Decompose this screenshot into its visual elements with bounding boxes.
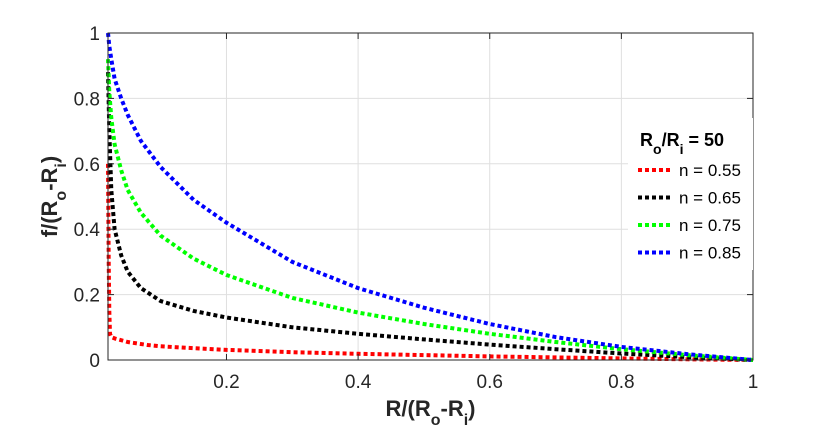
series-line-3 [106, 59, 754, 362]
x-axis-label: R/(Ro-Ri) [386, 396, 476, 428]
x-tick-label: 1 [748, 372, 759, 393]
y-tick-label: 0.2 [74, 286, 100, 307]
y-tick-label: 1 [89, 24, 100, 45]
legend-box [628, 118, 753, 270]
legend-label: n = 0.75 [679, 216, 741, 235]
y-tick-label: 0 [89, 351, 100, 372]
series-line-2 [106, 72, 754, 362]
legend-title: Ro/Ri = 50 [640, 130, 724, 157]
x-tick-label: 0.8 [608, 372, 634, 393]
x-tick-label: 0.2 [213, 372, 239, 393]
series-line-4 [106, 32, 754, 362]
x-axis-ticks: 0.2 0.4 0.6 0.8 1 [213, 33, 758, 393]
legend: Ro/Ri = 50 n = 0.55 n = 0.65 n = 0.75 n = 0.… [628, 118, 753, 270]
series-line-1 [106, 163, 754, 362]
y-tick-label: 0.8 [74, 89, 100, 110]
series-lines [106, 32, 754, 362]
legend-label: n = 0.55 [679, 161, 741, 180]
y-tick-label: 0.6 [74, 155, 100, 176]
x-tick-label: 0.6 [477, 372, 503, 393]
legend-label: n = 0.65 [679, 189, 741, 208]
legend-label: n = 0.85 [679, 244, 741, 263]
y-axis-label: f/(Ro-Ri) [37, 156, 70, 237]
x-tick-label: 0.4 [345, 372, 372, 393]
y-tick-label: 0.4 [74, 220, 101, 241]
y-axis-ticks: 0 0.2 0.4 0.6 0.8 1 [74, 24, 753, 372]
